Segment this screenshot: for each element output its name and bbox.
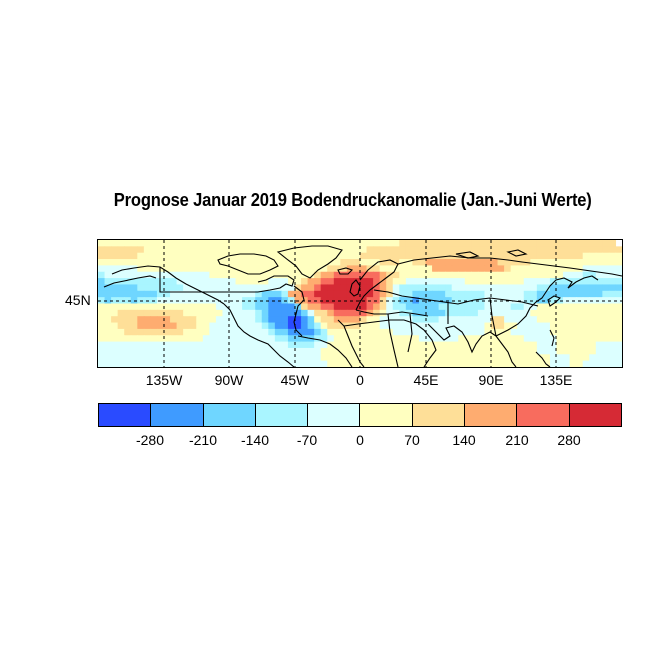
colorbar-tick-label: -280 — [135, 432, 165, 448]
colorbar-tick-label: 140 — [452, 432, 476, 448]
colorbar-segment — [99, 404, 152, 426]
chart-title-text: Prognose Januar 2019 Bodendruckanomalie … — [114, 190, 592, 210]
colorbar-segment — [308, 404, 361, 426]
coastlines — [103, 245, 622, 367]
colorbar-tick-label: 280 — [557, 432, 581, 448]
x-tick-label: 135W — [145, 372, 183, 388]
colorbar-tick-label: 210 — [505, 432, 529, 448]
x-tick-label: 0 — [356, 372, 364, 388]
chart-title: Prognose Januar 2019 Bodendruckanomalie … — [0, 190, 654, 211]
colorbar-segment — [203, 404, 256, 426]
anomaly-map — [98, 240, 622, 367]
colorbar-tick-label: -70 — [296, 432, 318, 448]
colorbar-segment — [360, 404, 413, 426]
x-tick-label: 90W — [214, 372, 244, 388]
colorbar-segment — [517, 404, 570, 426]
colorbar — [98, 403, 622, 427]
colorbar-tick-label: -140 — [240, 432, 270, 448]
colorbar-segment — [151, 404, 204, 426]
x-tick-label: 135E — [539, 372, 573, 388]
colorbar-tick-label: 70 — [404, 432, 420, 448]
y-axis-label-45n: 45N — [65, 292, 91, 308]
x-tick-label: 45W — [280, 372, 310, 388]
colorbar-segment — [412, 404, 466, 426]
colorbar-tick-label: 0 — [356, 432, 364, 448]
graticule — [98, 240, 622, 367]
x-tick-label: 45E — [413, 372, 439, 388]
colorbar-segment — [569, 404, 621, 426]
colorbar-tick-label: -210 — [188, 432, 218, 448]
colorbar-segment — [465, 404, 518, 426]
x-tick-label: 90E — [478, 372, 504, 388]
colorbar-segment — [255, 404, 309, 426]
